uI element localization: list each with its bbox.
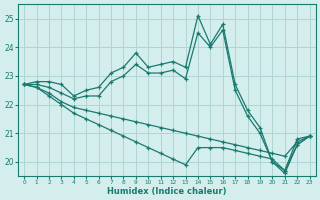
X-axis label: Humidex (Indice chaleur): Humidex (Indice chaleur) — [107, 187, 227, 196]
